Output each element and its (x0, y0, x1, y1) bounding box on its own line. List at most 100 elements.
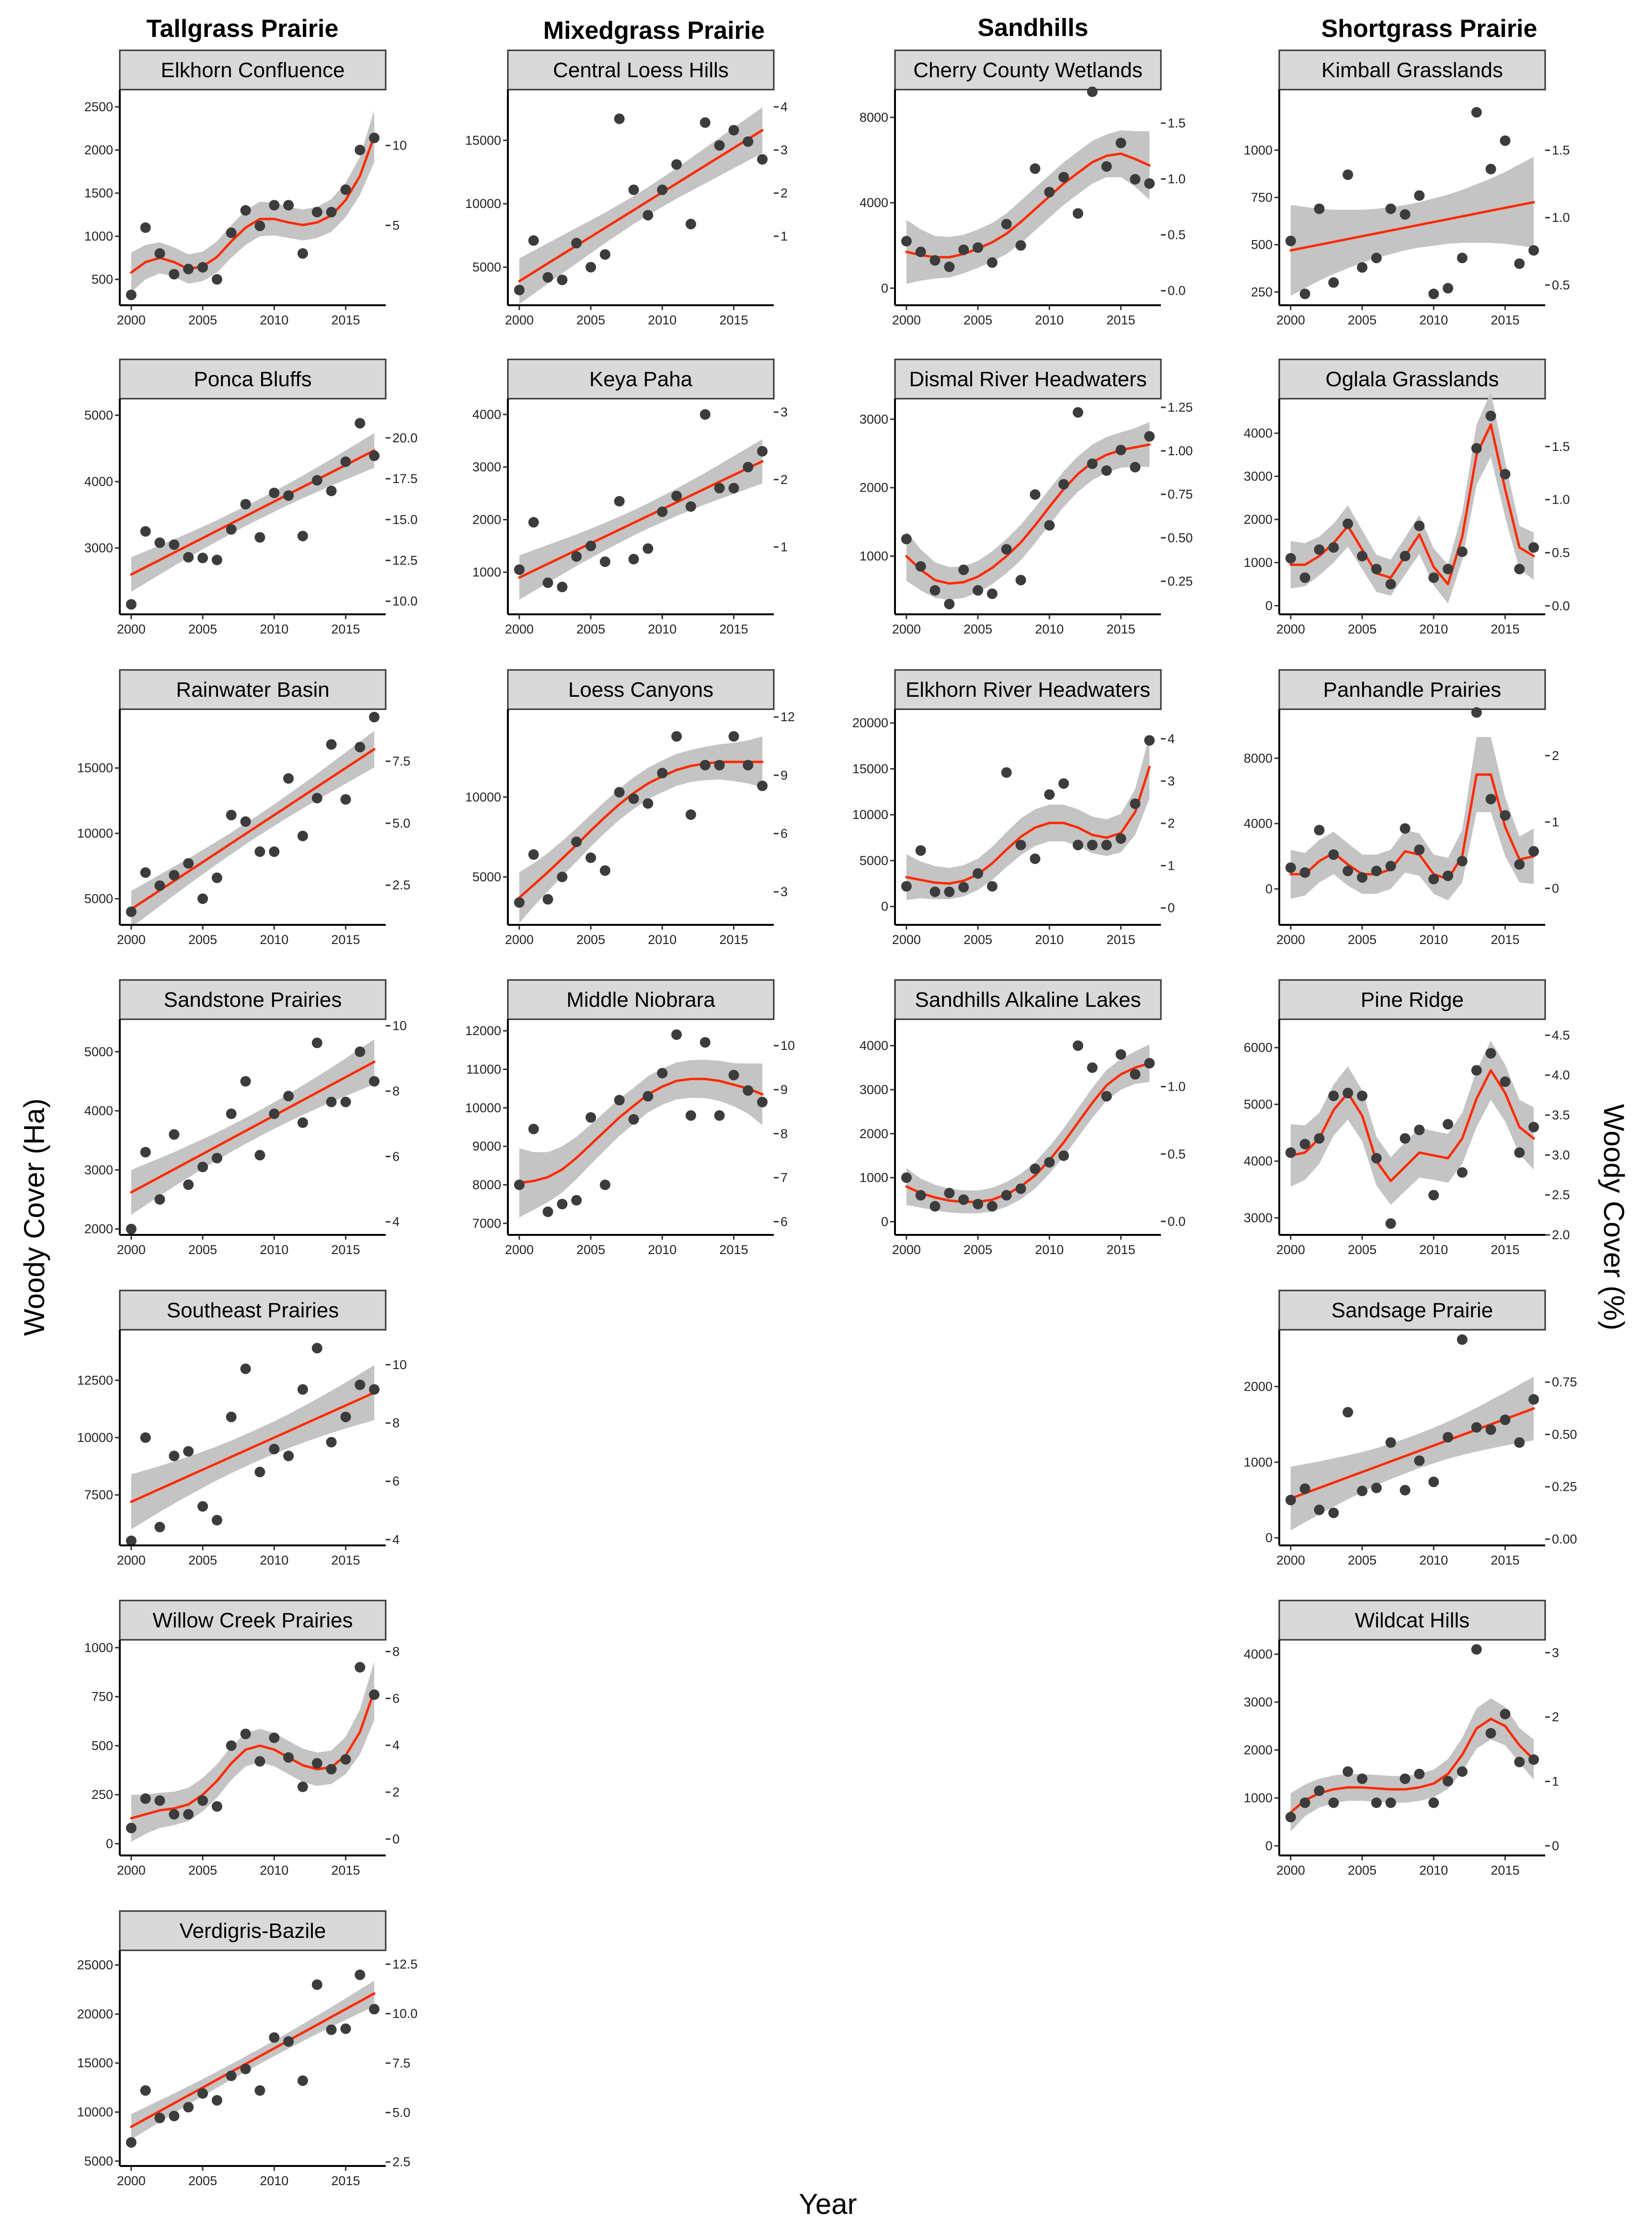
data-point-2016 (1130, 461, 1141, 472)
data-point-2003 (557, 872, 568, 882)
data-point-2012 (685, 501, 696, 512)
data-point-2003 (944, 261, 955, 272)
data-point-2005 (973, 242, 984, 253)
data-point-2004 (571, 238, 582, 249)
y2-tick-label: 4 (780, 100, 788, 114)
y2-tick-label: 20.0 (392, 431, 418, 445)
col-title-shortgrass: Shortgrass Prairie (1321, 15, 1537, 43)
data-point-2001 (140, 1147, 151, 1158)
x-tick-label: 2000 (505, 933, 534, 947)
data-point-2008 (240, 499, 251, 510)
data-point-2006 (211, 554, 222, 565)
data-point-2002 (1314, 544, 1325, 555)
y-tick-label: 1000 (84, 229, 113, 243)
y2-tick-label: 4.5 (1552, 1028, 1570, 1042)
strip (119, 1910, 387, 1951)
fit-line (905, 1062, 1151, 1203)
panel-kimball-grasslands: Kimball Grasslands 250 500 750 1000 0.5 1.0 1.5… (1244, 49, 1570, 327)
data-point-2003 (944, 1187, 955, 1198)
data-point-2013 (1471, 107, 1482, 118)
y2-tick-label: 8 (392, 1644, 400, 1659)
data-point-2001 (528, 517, 539, 528)
strip (894, 358, 1162, 400)
y-tick-label: 10000 (465, 1101, 501, 1115)
y2-tick-label: 3 (780, 405, 788, 419)
y-tick-label: 2000 (472, 512, 501, 527)
confidence-band (1290, 737, 1534, 900)
y2-tick-label: 0.0 (1168, 1214, 1186, 1229)
data-point-2000 (901, 1172, 912, 1183)
x-tick-label: 2015 (1106, 1243, 1135, 1257)
data-point-2011 (1058, 172, 1069, 183)
y2-tick-label: 2 (780, 186, 788, 200)
strip (1278, 1600, 1546, 1641)
y-tick-label: 4000 (472, 407, 501, 422)
strip (1278, 49, 1546, 91)
panel-title: Central Loess Hills (553, 58, 729, 82)
data-point-2007 (1385, 203, 1396, 214)
x-tick-label: 2005 (188, 1863, 217, 1877)
data-point-2003 (169, 1129, 180, 1140)
x-tick-label: 2010 (648, 933, 677, 947)
y-tick-label: 4000 (1244, 1647, 1273, 1661)
data-point-2010 (657, 184, 668, 196)
y-tick-label: 2000 (860, 1127, 888, 1141)
x-tick-label: 2010 (1419, 1863, 1448, 1877)
y-tick-label: 5000 (84, 408, 113, 423)
y-tick-label: 3000 (84, 541, 113, 555)
panel-pine-ridge: Pine Ridge 3000 4000 5000 6000 2.0 2.5 3.0 3.5 4.… (1244, 979, 1570, 1257)
x-tick-label: 2015 (1491, 1553, 1519, 1567)
y2-tick-label: 0.0 (1552, 599, 1570, 613)
data-point-2000 (1285, 1495, 1296, 1506)
fit-line (130, 748, 376, 910)
x-tick-label: 2010 (1419, 622, 1448, 636)
x-tick-label: 2005 (576, 622, 605, 636)
fit-line (130, 1060, 376, 1194)
data-point-2007 (1385, 579, 1396, 589)
x-tick-label: 2015 (719, 933, 748, 947)
y2-tick-label: 10.0 (392, 2006, 418, 2021)
data-point-2017 (1528, 1394, 1539, 1405)
data-point-2005 (197, 1162, 208, 1173)
y2-tick-label: 12.5 (392, 553, 418, 568)
data-point-2007 (226, 524, 237, 535)
data-point-2004 (958, 1194, 969, 1205)
y-tick-label: 0 (881, 281, 888, 295)
y2-tick-label: 3.0 (1552, 1148, 1570, 1162)
panel-title: Willow Creek Prairies (152, 1609, 353, 1632)
data-point-2000 (126, 2137, 137, 2148)
data-point-2017 (1528, 1754, 1539, 1765)
x-tick-label: 2000 (117, 1553, 146, 1567)
panel-title: Kimball Grasslands (1321, 58, 1503, 82)
panel-wildcat-hills: Wildcat Hills 0 1000 2000 3000 4000 0 1 2 3 2000 20… (1244, 1600, 1559, 1877)
data-point-2011 (1443, 870, 1454, 881)
data-point-2016 (355, 1662, 366, 1673)
data-point-2007 (226, 2070, 237, 2081)
x-tick-label: 2015 (331, 2174, 360, 2188)
data-point-2002 (1314, 1133, 1325, 1144)
x-tick-label: 2005 (1348, 1243, 1377, 1257)
data-point-2002 (154, 1521, 165, 1532)
data-point-2003 (1328, 1508, 1339, 1519)
y-tick-label: 15000 (77, 2056, 113, 2070)
y2-tick-label: 10.0 (392, 594, 418, 609)
data-point-2016 (1130, 174, 1141, 185)
y-tick-label: 7000 (472, 1216, 501, 1231)
data-point-2017 (369, 132, 380, 143)
data-point-2003 (169, 539, 180, 550)
data-point-2004 (183, 1809, 194, 1820)
data-point-2010 (1044, 520, 1055, 531)
y2-tick-label: 1 (780, 540, 788, 554)
data-point-2017 (369, 1384, 380, 1395)
data-point-2007 (226, 1411, 237, 1422)
y-tick-label: 0 (1265, 882, 1273, 896)
y2-tick-label: 0.25 (1552, 1480, 1577, 1494)
data-point-2010 (1044, 789, 1055, 800)
x-tick-label: 2000 (117, 313, 146, 327)
data-point-2013 (311, 793, 322, 804)
data-point-2007 (226, 227, 237, 238)
x-tick-label: 2015 (331, 313, 360, 327)
y2-tick-label: 0.75 (1552, 1375, 1577, 1389)
data-point-2014 (1485, 163, 1496, 174)
y2-tick-label: 1 (1552, 1774, 1559, 1789)
